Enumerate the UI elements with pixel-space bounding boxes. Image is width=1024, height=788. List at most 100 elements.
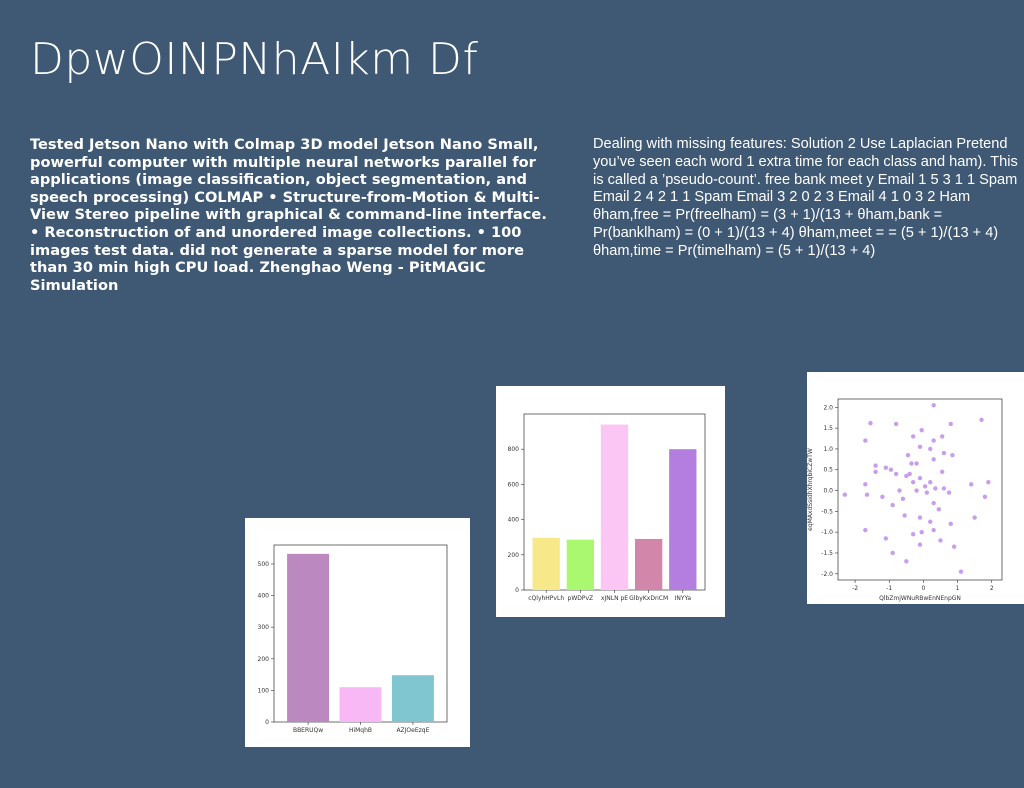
- scatter-point: [986, 480, 991, 485]
- scatter-point: [910, 532, 916, 537]
- scatter-point: [940, 469, 945, 475]
- y-tick-label: 500: [258, 561, 270, 568]
- scatter-point: [936, 507, 941, 512]
- y-tick-label: 400: [258, 593, 270, 600]
- left-text-block: Tested Jetson Nano with Colmap 3D model …: [30, 136, 547, 294]
- scatter-point: [863, 482, 868, 487]
- scatter-point: [948, 421, 953, 427]
- scatter-point: [893, 471, 899, 477]
- bar-cQlyhHPvLh: [532, 537, 560, 590]
- bar-pWDPvZ: [566, 539, 595, 590]
- y-tick-label: 1.0: [823, 446, 833, 453]
- scatter-point: [951, 544, 957, 549]
- scatter-point: [914, 488, 919, 493]
- scatter-chart-card: -2.0 -1.5 -1.0 -0.5 0.0 0.5 1.0 1.5 2.0 -2 -1 0 1 2 Ql…: [807, 372, 1024, 604]
- scatter-point: [910, 434, 916, 439]
- scatter-point: [948, 521, 953, 527]
- x-tick-label: HiMqhB: [349, 727, 372, 734]
- y-tick-label: 100: [258, 687, 270, 694]
- scatter-point: [907, 471, 912, 477]
- x-tick-label: 1: [956, 585, 960, 592]
- x-tick-label: xJNLN pE: [601, 595, 628, 602]
- y-tick-label: -2.0: [821, 571, 833, 578]
- bar-AZJOeEzqE: [391, 675, 434, 722]
- scatter-point: [897, 488, 902, 493]
- y-tick-label: 600: [508, 481, 520, 488]
- bar-xJNLN pE: [600, 424, 629, 590]
- y-tick-label: 0: [515, 587, 519, 594]
- scatter-point: [946, 490, 952, 495]
- scatter-point: [917, 542, 923, 547]
- scatter-point: [928, 480, 933, 485]
- scatter-point: [931, 403, 936, 408]
- bar-HiMqhB: [339, 687, 382, 722]
- scatter-point: [868, 420, 873, 426]
- scatter-point: [931, 457, 936, 462]
- scatter-point: [941, 450, 947, 456]
- y-tick-label: 300: [258, 624, 270, 631]
- y-tick-label: 1.5: [823, 425, 833, 432]
- scatter-point: [904, 559, 909, 564]
- bar-chart-card-1: 0 100 200 300 400 500 BBERUQw HiMqhB AZJOeEzqE: [245, 518, 470, 747]
- scatter-point: [893, 421, 899, 427]
- bar-GlbyKxDnCM: [634, 538, 663, 590]
- x-tick-label: 0: [922, 585, 926, 592]
- scatter-point: [931, 438, 936, 443]
- scatter-point: [863, 438, 868, 443]
- slide-title: DpwOINPNhAIkm Df: [30, 34, 479, 85]
- x-tick-label: -1: [886, 585, 892, 592]
- scatter-point: [928, 519, 933, 524]
- scatter-point: [890, 550, 895, 556]
- scatter-point: [938, 538, 943, 543]
- bar-INYYa: [669, 449, 697, 590]
- y-tick-label: 0.0: [823, 488, 833, 495]
- scatter-point: [958, 569, 964, 574]
- y-tick-label: -1.0: [821, 529, 833, 536]
- y-tick-label: -1.5: [821, 550, 833, 557]
- scatter-point: [924, 490, 930, 495]
- y-tick-label: 0: [265, 719, 269, 726]
- scatter-point: [922, 484, 928, 489]
- scatter-point: [863, 527, 868, 533]
- scatter-point: [905, 452, 911, 458]
- y-tick-label: 200: [508, 552, 520, 559]
- scatter-point: [883, 465, 889, 470]
- scatter-point: [931, 527, 936, 533]
- scatter-point: [919, 529, 924, 535]
- scatter-point: [864, 492, 870, 497]
- scatter-point: [928, 446, 933, 452]
- scatter-point: [883, 536, 889, 541]
- x-axis-label: QlbZmjWNuRBwEnNEnpGN: [879, 595, 961, 602]
- scatter-point: [979, 417, 984, 423]
- scatter-point: [919, 428, 924, 433]
- scatter-point: [982, 494, 988, 499]
- scatter-chart: -2.0 -1.5 -1.0 -0.5 0.0 0.5 1.0 1.5 2.0 -2 -1 0 1 2 Ql…: [807, 398, 1003, 602]
- bar-chart-card-2: 0 200 400 600 800 cQlyhHPvLh pWDPvZ xJNLN pE Glb…: [496, 386, 725, 617]
- x-tick-label: BBERUQw: [293, 727, 323, 734]
- y-tick-label: 200: [258, 656, 270, 663]
- y-tick-label: 2.0: [823, 404, 833, 411]
- scatter-point: [900, 496, 906, 502]
- scatter-point: [873, 463, 878, 468]
- plot-frame: [837, 398, 1003, 581]
- scatter-point: [933, 486, 938, 491]
- scatter-point: [909, 461, 914, 466]
- x-tick-label: -2: [852, 585, 858, 592]
- scatter-point: [890, 502, 895, 508]
- y-tick-label: 800: [508, 446, 520, 453]
- x-tick-label: cQlyhHPvLh: [528, 595, 564, 602]
- scatter-point: [917, 515, 923, 520]
- scatter-point: [950, 452, 955, 458]
- scatter-point: [842, 492, 848, 497]
- x-tick-label: GlbyKxDnCM: [629, 595, 668, 602]
- scatter-point: [917, 444, 923, 450]
- y-tick-label: -0.5: [821, 508, 833, 515]
- x-tick-label: 2: [990, 585, 994, 592]
- bar-chart-2: 0 200 400 600 800 cQlyhHPvLh pWDPvZ xJNLN pE Glb…: [508, 413, 706, 602]
- bar-BBERUQw: [287, 553, 330, 722]
- scatter-point: [904, 473, 909, 479]
- right-text-block: Dealing with missing features: Solution …: [593, 136, 1018, 259]
- scatter-point: [914, 461, 919, 466]
- x-tick-label: INYYa: [675, 595, 692, 602]
- scatter-point: [969, 482, 974, 487]
